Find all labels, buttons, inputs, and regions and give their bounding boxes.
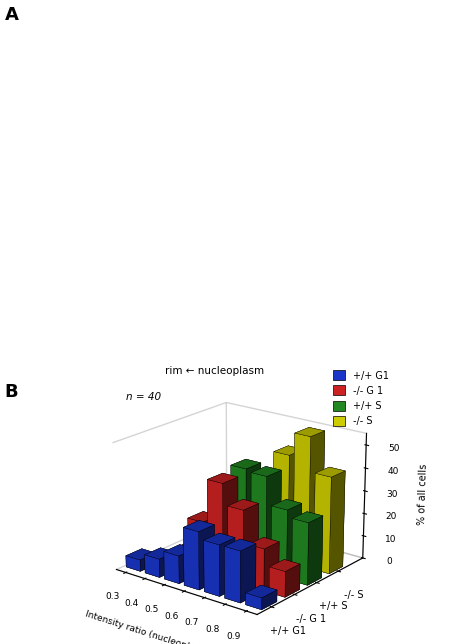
X-axis label: Intensity ratio (nucleoplasm/rim): Intensity ratio (nucleoplasm/rim) <box>83 609 228 644</box>
Text: rim ← nucleoplasm: rim ← nucleoplasm <box>165 366 264 376</box>
Legend: +/+ G1, -/- G 1, +/+ S, -/- S: +/+ G1, -/- G 1, +/+ S, -/- S <box>329 366 393 430</box>
Text: n = 40: n = 40 <box>126 392 161 402</box>
Text: A: A <box>5 6 18 24</box>
Text: B: B <box>5 383 18 401</box>
